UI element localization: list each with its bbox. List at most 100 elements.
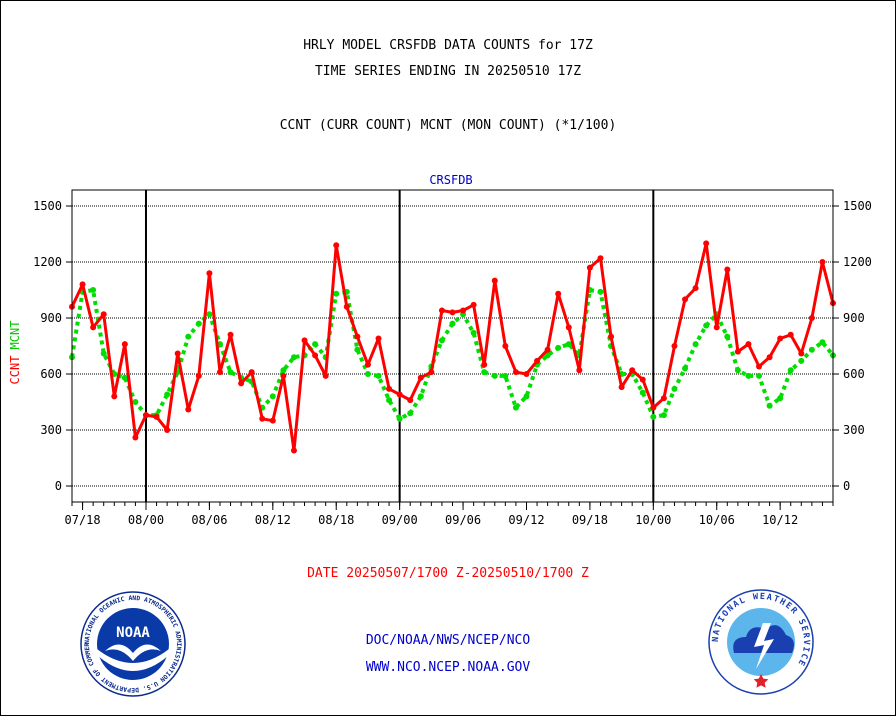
- point-mcnt: [787, 367, 794, 374]
- point-ccnt: [269, 417, 276, 424]
- point-mcnt: [682, 365, 689, 372]
- point-ccnt: [745, 341, 752, 348]
- x-tick-label: 09/18: [572, 513, 608, 527]
- point-ccnt: [121, 341, 128, 348]
- x-tick-label: 10/00: [635, 513, 671, 527]
- point-ccnt: [819, 259, 826, 265]
- point-mcnt: [544, 352, 551, 359]
- point-mcnt: [671, 385, 678, 392]
- point-mcnt: [396, 415, 403, 422]
- point-ccnt: [164, 427, 171, 433]
- point-mcnt: [491, 372, 498, 379]
- point-ccnt: [629, 367, 636, 374]
- point-ccnt: [481, 361, 488, 368]
- plot-border: [71, 189, 834, 503]
- point-mcnt: [386, 397, 393, 404]
- point-mcnt: [808, 346, 815, 353]
- point-ccnt: [79, 281, 86, 288]
- point-ccnt: [671, 343, 678, 349]
- y-tick-label-right: 600: [843, 367, 865, 381]
- chart-title-line1: HRLY MODEL CRSFDB DATA COUNTS for 17Z: [303, 38, 593, 53]
- point-ccnt: [608, 333, 615, 340]
- point-mcnt: [703, 322, 710, 329]
- point-ccnt: [523, 371, 530, 377]
- point-ccnt: [428, 369, 435, 376]
- point-mcnt: [734, 367, 741, 374]
- point-mcnt: [185, 333, 192, 340]
- point-ccnt: [512, 369, 519, 376]
- point-ccnt: [195, 372, 202, 379]
- point-mcnt: [407, 410, 414, 417]
- point-ccnt: [808, 315, 815, 321]
- point-mcnt: [756, 372, 763, 379]
- point-mcnt: [364, 371, 371, 377]
- point-ccnt: [354, 333, 361, 340]
- point-mcnt: [512, 404, 519, 411]
- org-label: DOC/NOAA/NWS/NCEP/NCO: [365, 633, 531, 648]
- point-mcnt: [90, 287, 97, 293]
- point-mcnt: [745, 372, 752, 379]
- point-ccnt: [396, 391, 403, 398]
- point-ccnt: [174, 350, 181, 357]
- x-tick-label: 08/12: [255, 513, 291, 527]
- point-mcnt: [164, 391, 171, 398]
- point-ccnt: [460, 307, 467, 314]
- y-axis-label-ccnt: CCNT: [8, 356, 22, 385]
- point-mcnt: [692, 341, 699, 348]
- point-ccnt: [407, 397, 414, 404]
- y-tick-label-right: 0: [843, 479, 850, 493]
- point-ccnt: [333, 242, 340, 249]
- chart-title-line2: TIME SERIES ENDING IN 20250510 17Z: [314, 64, 582, 79]
- point-ccnt: [565, 324, 572, 331]
- point-mcnt: [523, 393, 530, 400]
- point-mcnt: [502, 372, 509, 379]
- point-ccnt: [713, 324, 720, 331]
- point-ccnt: [470, 301, 477, 308]
- x-tick-label: 09/00: [382, 513, 418, 527]
- point-ccnt: [597, 255, 604, 262]
- point-ccnt: [692, 285, 699, 292]
- point-ccnt: [227, 331, 234, 338]
- point-ccnt: [734, 348, 741, 355]
- point-ccnt: [216, 369, 223, 376]
- point-ccnt: [290, 447, 297, 454]
- y-tick-label-right: 900: [843, 311, 865, 325]
- point-ccnt: [756, 363, 763, 370]
- point-ccnt: [544, 346, 551, 353]
- point-ccnt: [438, 307, 445, 314]
- point-ccnt: [386, 385, 393, 392]
- y-tick-label-right: 1200: [843, 255, 872, 269]
- point-mcnt: [639, 389, 646, 396]
- y-tick-label-left: 1500: [33, 199, 62, 213]
- y-axis-label-mcnt: MCNT: [8, 321, 22, 350]
- point-ccnt: [312, 352, 319, 359]
- x-tick-label: 07/18: [65, 513, 101, 527]
- point-ccnt: [364, 361, 371, 368]
- point-ccnt: [100, 311, 107, 318]
- x-tick-label: 08/00: [128, 513, 164, 527]
- point-mcnt: [555, 344, 562, 351]
- date-range-label: DATE 20250507/1700 Z-20250510/1700 Z: [307, 566, 589, 581]
- y-tick-label-left: 300: [40, 423, 62, 437]
- chart-subtitle: CCNT (CURR COUNT) MCNT (MON COUNT) (*1/1…: [279, 118, 617, 133]
- point-ccnt: [534, 357, 541, 364]
- point-mcnt: [777, 395, 784, 402]
- series-line-ccnt: [70, 241, 835, 452]
- point-ccnt: [185, 406, 192, 413]
- point-ccnt: [322, 372, 329, 379]
- url-link[interactable]: WWW.NCO.NCEP.NOAA.GOV: [365, 660, 531, 675]
- noaa-logo: NATIONAL OCEANIC AND ATMOSPHERIC ADMINIS…: [80, 591, 186, 697]
- point-mcnt: [724, 333, 731, 340]
- point-ccnt: [142, 412, 149, 419]
- point-ccnt: [90, 324, 97, 331]
- point-ccnt: [798, 350, 805, 357]
- point-mcnt: [375, 372, 382, 379]
- point-ccnt: [491, 277, 498, 284]
- point-ccnt: [449, 309, 456, 316]
- point-mcnt: [565, 341, 572, 348]
- point-ccnt: [639, 376, 646, 383]
- point-ccnt: [238, 380, 245, 387]
- point-ccnt: [724, 266, 731, 273]
- point-mcnt: [312, 341, 319, 348]
